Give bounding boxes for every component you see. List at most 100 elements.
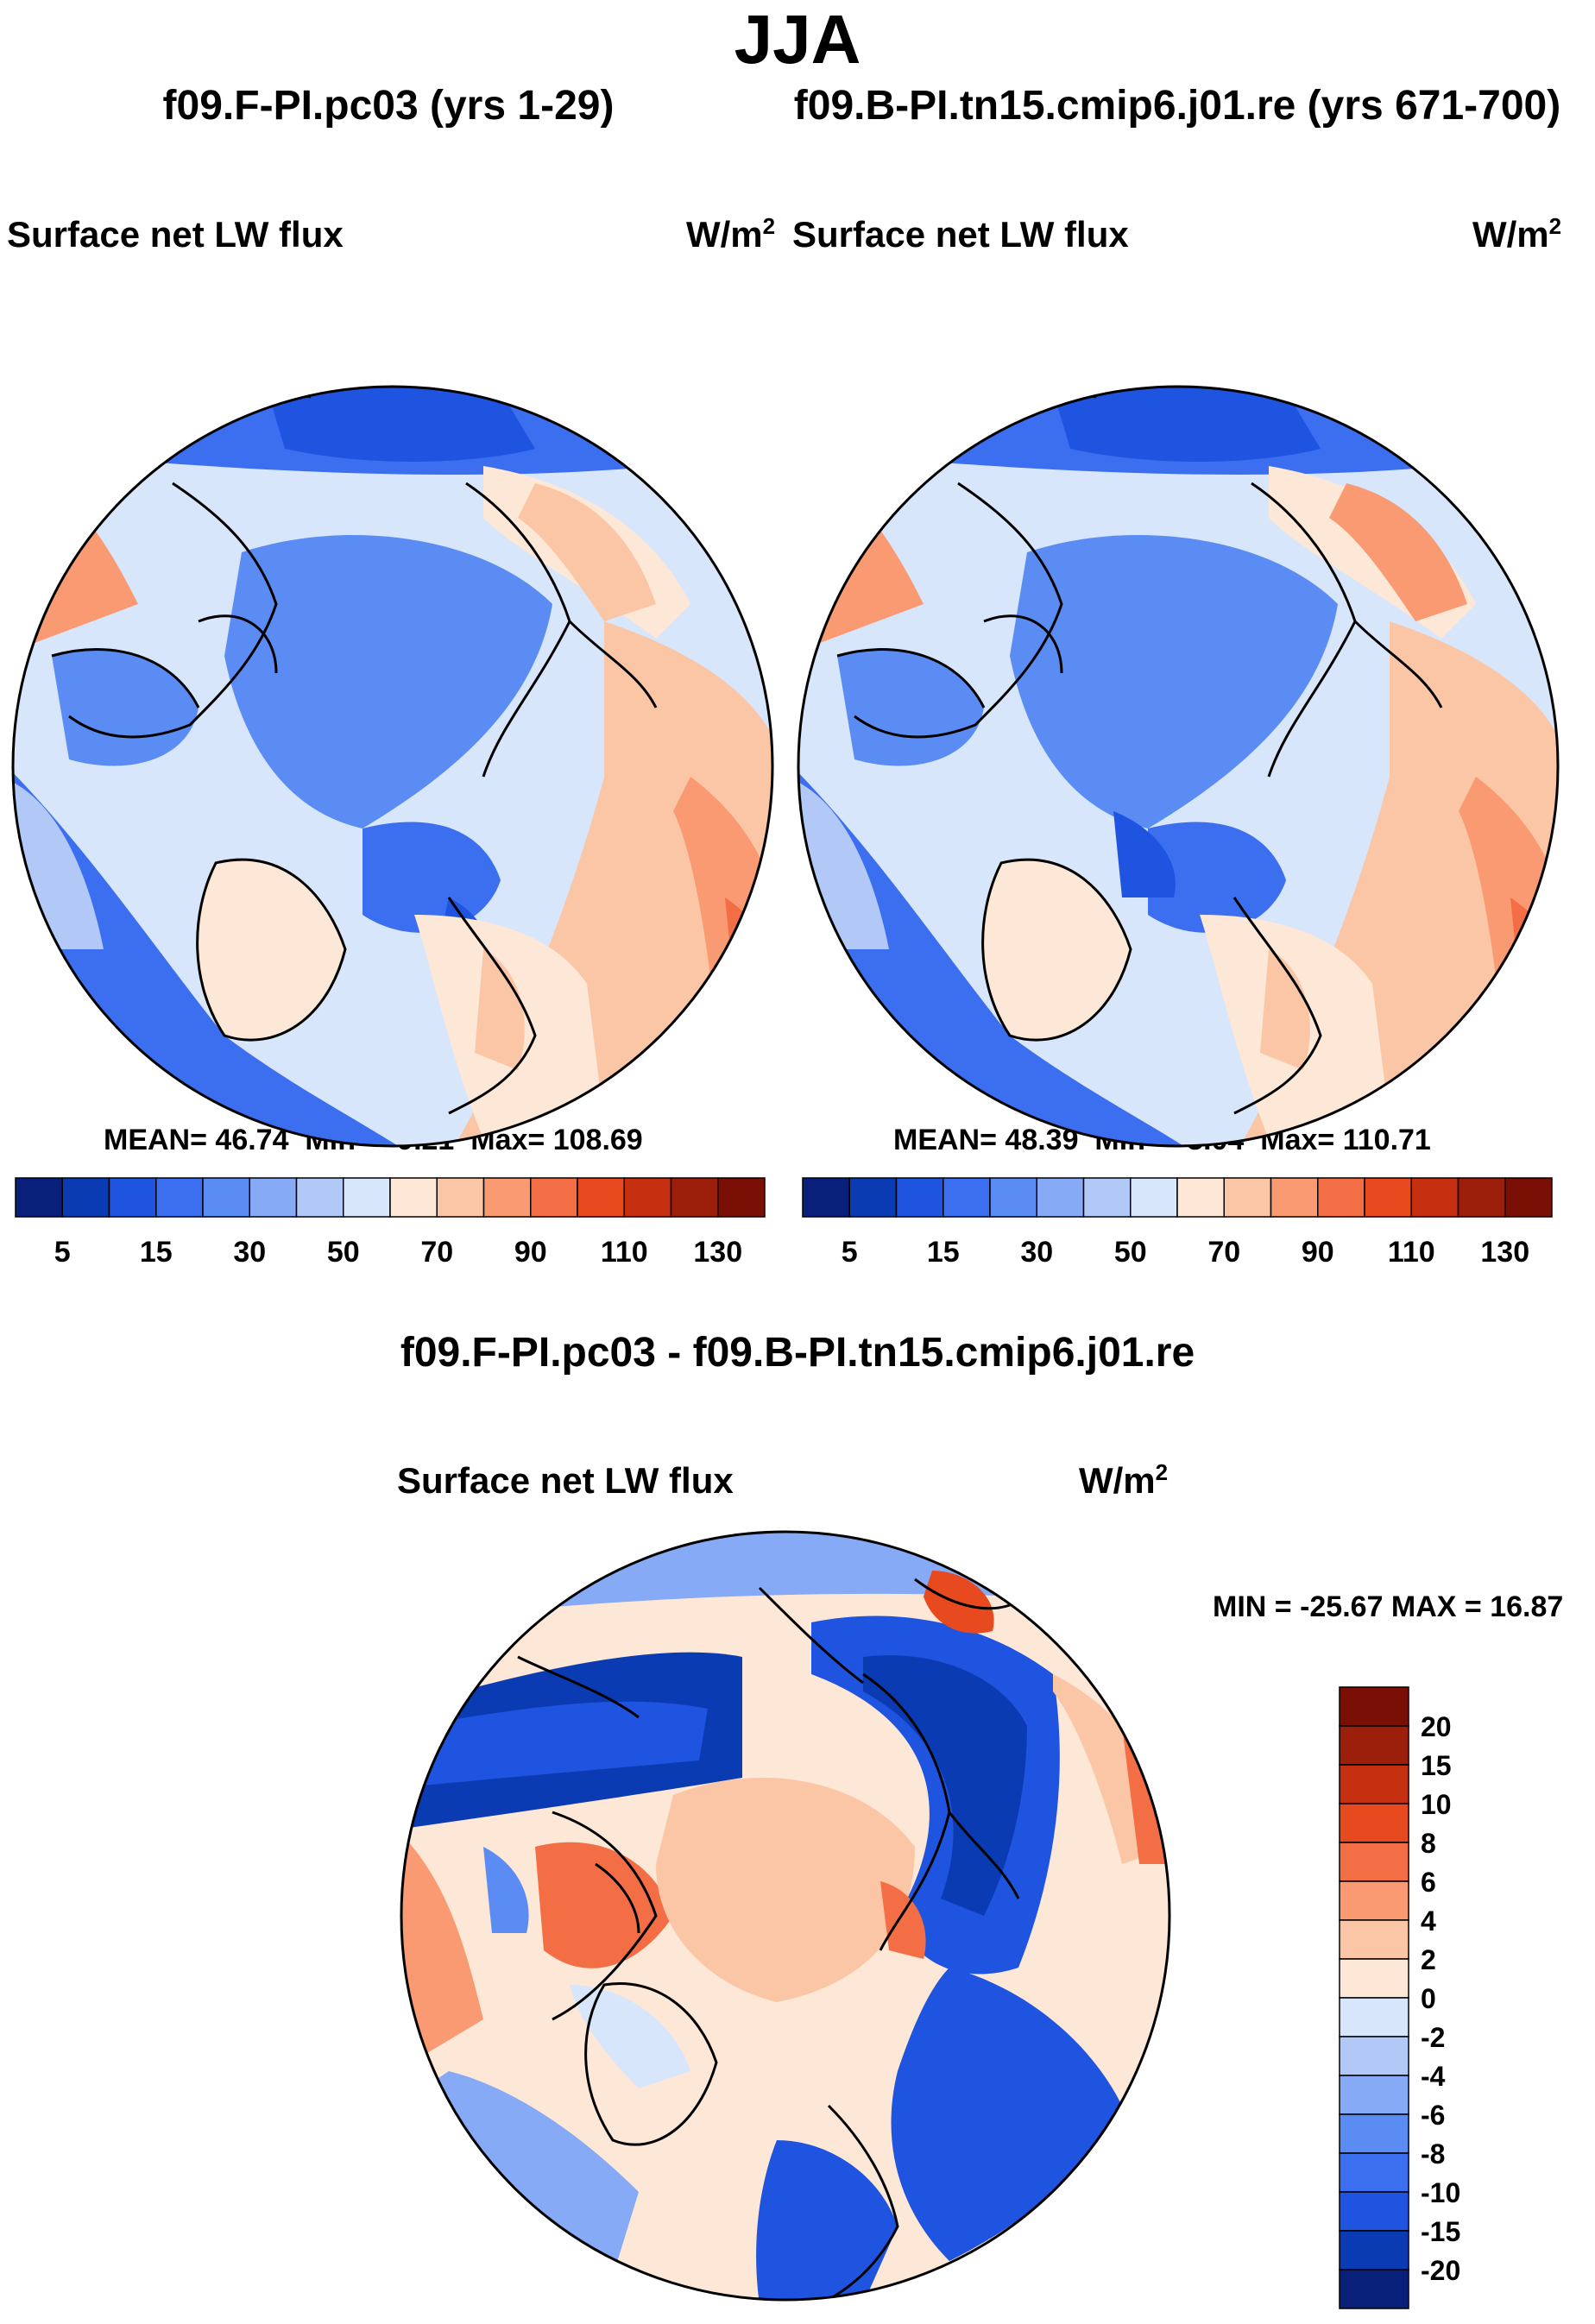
colorbar-tick-label: 5 xyxy=(54,1236,71,1269)
colorbar-swatch xyxy=(1339,2191,1409,2232)
colorbar-swatch xyxy=(623,1177,672,1218)
colorbar-tick-label: -2 xyxy=(1421,2022,1445,2053)
colorbar-swatch xyxy=(1339,2269,1409,2309)
colorbar-swatch xyxy=(1317,1177,1365,1218)
right-variable-label: Surface net LW flux xyxy=(792,214,1129,255)
right-map-coast-greenland xyxy=(981,858,1132,1042)
colorbar-swatch xyxy=(1339,1725,1409,1766)
colorbar-swatch xyxy=(1339,1958,1409,1999)
colorbar-swatch xyxy=(848,1177,898,1218)
colorbar-tick-label: 5 xyxy=(842,1236,858,1269)
diff-map-eurasia-cold xyxy=(891,1968,1122,2261)
colorbar-tick-label: 50 xyxy=(327,1236,360,1269)
left-map-coast-siberia xyxy=(465,482,658,778)
colorbar-tick-label: -4 xyxy=(1421,2061,1446,2092)
left-map xyxy=(13,387,772,1146)
colorbar-tick-label: -8 xyxy=(1421,2138,1445,2170)
colorbar-swatch xyxy=(1410,1177,1459,1218)
right-map-hudson-bay xyxy=(837,649,984,766)
colorbar-tick-label: 130 xyxy=(1480,1236,1529,1269)
colorbar-tick-label: 8 xyxy=(1421,1828,1436,1859)
colorbar-swatch xyxy=(1130,1177,1178,1218)
diff-map-archipelago-warm xyxy=(535,1842,673,1968)
diff-map-west-warm xyxy=(401,1830,483,2071)
diff-map-scandinavia-cold xyxy=(756,2140,898,2300)
right-map-asia-hot xyxy=(1510,897,1558,1070)
colorbar-swatch xyxy=(1176,1177,1225,1218)
colorbar-swatch xyxy=(1339,1997,1409,2037)
colorbar-tick-label: 15 xyxy=(1421,1750,1452,1781)
colorbar-tick-label: 130 xyxy=(693,1236,742,1269)
diff-map-coast-greenland xyxy=(584,1982,718,2146)
colorbar-tick-label: 4 xyxy=(1421,1905,1436,1937)
colorbar-swatch xyxy=(1339,1842,1409,1882)
left-units-label: W/m2 xyxy=(686,213,776,255)
right-map-west-hot xyxy=(803,492,847,587)
colorbar-tick-label: 2 xyxy=(1421,1944,1436,1975)
difference-variable-label: Surface net LW flux xyxy=(397,1460,734,1501)
colorbar-swatch xyxy=(15,1177,63,1218)
left-map-siberia-warm xyxy=(518,483,656,621)
colorbar-swatch xyxy=(155,1177,204,1218)
left-map-coast-scandinavia xyxy=(447,897,537,1115)
colorbar-swatch xyxy=(1036,1177,1085,1218)
colorbar-tick-label: 20 xyxy=(1421,1711,1452,1742)
left-case-title: f09.F-PI.pc03 (yrs 1-29) xyxy=(162,83,615,129)
colorbar-swatch xyxy=(577,1177,625,1218)
left-map-scandinavia-warm xyxy=(475,949,525,1070)
left-map-barents xyxy=(362,822,501,933)
left-map-greenland xyxy=(197,860,345,1041)
colorbar-tick-label: 0 xyxy=(1421,1983,1436,2014)
colorbar-swatch xyxy=(1339,1686,1409,1727)
colorbar-swatch xyxy=(989,1177,1037,1218)
colorbar-swatch xyxy=(61,1177,110,1218)
colorbar-tick-label: -10 xyxy=(1421,2177,1460,2208)
difference-minmax: MIN = -25.67 MAX = 16.87 xyxy=(1213,1590,1564,1623)
colorbar-swatch xyxy=(1339,1764,1409,1804)
colorbar-tick-label: 90 xyxy=(1302,1236,1334,1269)
diff-map-coast-scandinavia xyxy=(819,2104,899,2300)
colorbar-tick-label: -6 xyxy=(1421,2100,1445,2131)
left-colorbar: 5 15 30 50 70 90 110 130 xyxy=(15,1177,766,1269)
colorbar-swatch xyxy=(1339,2036,1409,2076)
left-map-coast-hudson xyxy=(51,648,200,709)
colorbar-tick-label: -20 xyxy=(1421,2255,1460,2286)
right-map-border xyxy=(797,385,1560,1148)
right-map-bering-dark xyxy=(1044,387,1321,462)
colorbar-swatch xyxy=(1364,1177,1412,1218)
diff-map-canada-strip-inner xyxy=(414,1701,708,1786)
colorbar-swatch xyxy=(343,1177,391,1218)
colorbar-tick-label: 30 xyxy=(233,1236,266,1269)
colorbar-swatch xyxy=(1457,1177,1506,1218)
right-map xyxy=(798,387,1558,1146)
left-map-west-hot xyxy=(17,492,61,587)
colorbar-tick-label: -15 xyxy=(1421,2216,1460,2247)
right-map-greenland xyxy=(982,860,1131,1041)
colorbar-tick-label: 10 xyxy=(1421,1789,1452,1820)
difference-title: f09.F-PI.pc03 - f09.B-PI.tn15.cmip6.j01.… xyxy=(400,1330,1195,1376)
right-map-scandinavia-warm xyxy=(1260,949,1310,1070)
right-case-title: f09.B-PI.tn15.cmip6.j01.re (yrs 671-700) xyxy=(793,83,1561,129)
right-map-siberia-warm xyxy=(1329,483,1467,621)
colorbar-tick-label: 110 xyxy=(601,1236,648,1269)
left-map-coast-greenland xyxy=(196,858,347,1042)
colorbar-swatch xyxy=(1339,2113,1409,2154)
colorbar-swatch xyxy=(1270,1177,1319,1218)
colorbar-swatch xyxy=(1339,2230,1409,2270)
colorbar-swatch xyxy=(1339,2075,1409,2115)
colorbar-tick-label: 30 xyxy=(1020,1236,1053,1269)
left-map-coast-canada xyxy=(68,482,278,739)
colorbar-swatch xyxy=(249,1177,298,1218)
colorbar-swatch xyxy=(1223,1177,1272,1218)
colorbar-swatch xyxy=(717,1177,766,1218)
colorbar-tick-label: 50 xyxy=(1114,1236,1147,1269)
diff-map-siberian-coast-hot xyxy=(880,1881,926,1959)
colorbar-swatch xyxy=(802,1177,850,1218)
colorbar-tick-label: 15 xyxy=(927,1236,960,1269)
colorbar-tick-label: 110 xyxy=(1388,1236,1435,1269)
colorbar-swatch xyxy=(942,1177,991,1218)
diff-map-coast-canada xyxy=(552,1811,658,2021)
colorbar-swatch xyxy=(1339,1880,1409,1921)
